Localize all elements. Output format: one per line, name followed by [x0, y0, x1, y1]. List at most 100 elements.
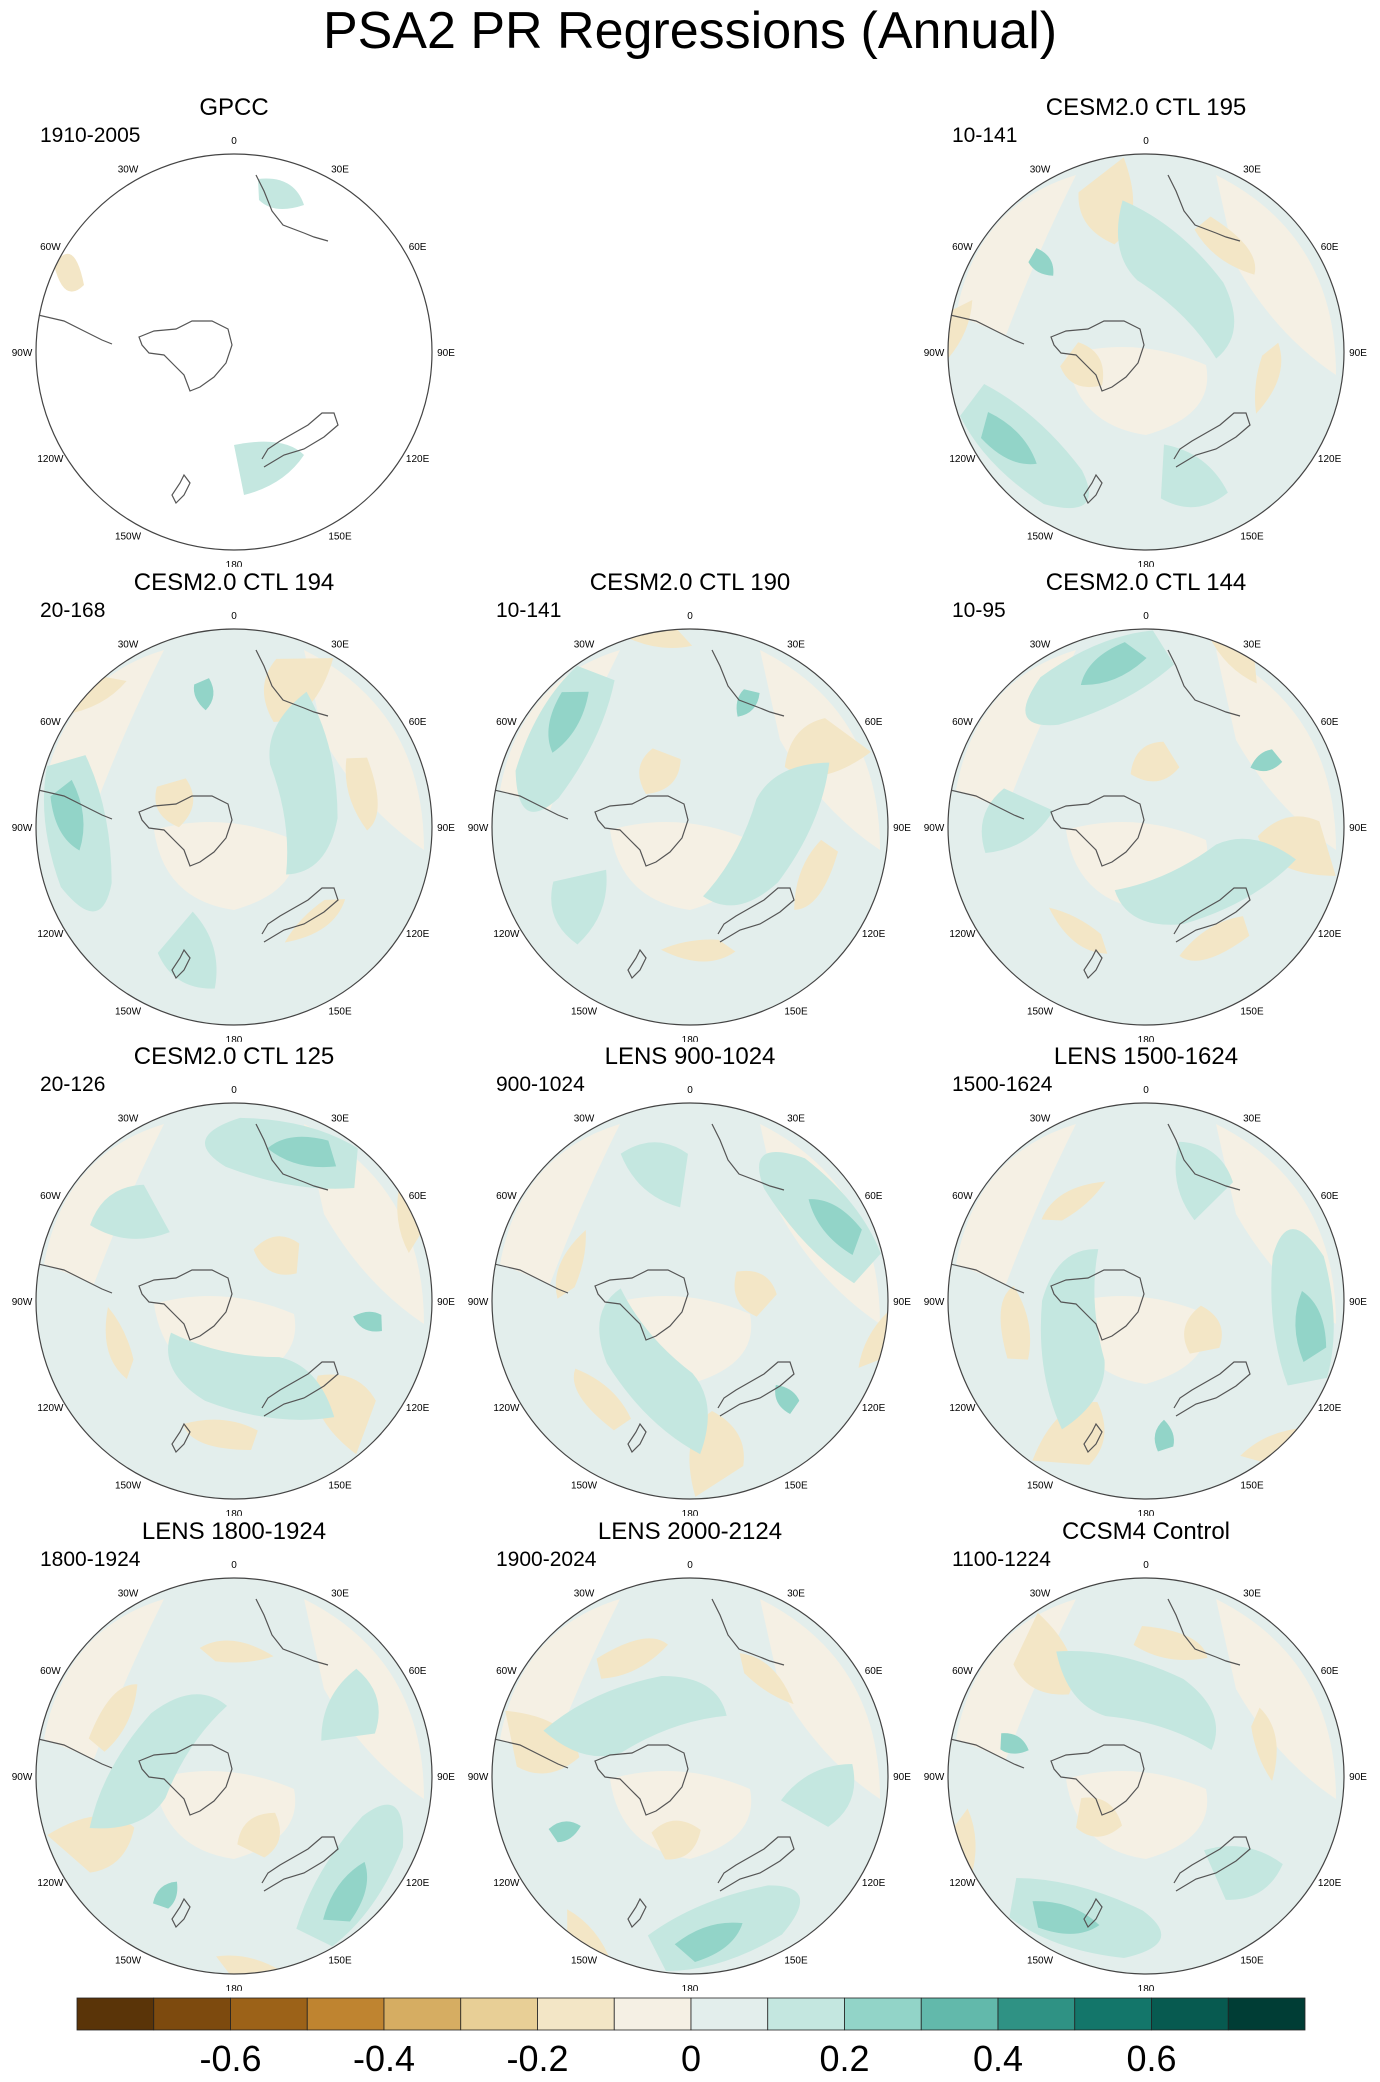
coastline: [255, 1123, 329, 1191]
anomaly-region: [948, 300, 973, 365]
longitude-label: 60E: [865, 717, 883, 728]
coastline: [255, 174, 329, 242]
coastline: [171, 473, 191, 505]
anomaly-region: [284, 899, 346, 943]
polar-map: 0 30E 60E 90E 120E 150E 180 150W 120W 90W 60W 30W: [924, 1560, 1368, 1991]
longitude-label: 30W: [1030, 164, 1051, 175]
longitude-label: 60W: [496, 1666, 517, 1677]
longitude-label: 120E: [406, 929, 430, 940]
map-panel: CESM2.0 CTL 144 10-95 0 30E 60E 90E 120E 150E…: [916, 568, 1376, 1042]
anomaly-region: [573, 1368, 632, 1431]
anomaly-region: [1080, 642, 1147, 685]
anomaly-region: [237, 1812, 280, 1858]
longitude-label: 60E: [409, 1191, 427, 1202]
anomaly-region: [661, 939, 736, 962]
coastline: [36, 1737, 113, 1769]
coastline: [138, 1744, 233, 1816]
neutral-region: [1216, 175, 1336, 375]
longitude-label: 30W: [1030, 1588, 1051, 1599]
map-boundary: [35, 153, 433, 551]
anomaly-region: [548, 691, 589, 753]
colorbar-tick-label: 0.2: [819, 2038, 869, 2079]
longitude-label: 90E: [1349, 1772, 1367, 1783]
longitude-label: 60W: [496, 1191, 517, 1202]
anomaly-region: [543, 1676, 727, 1757]
longitude-label: 0: [1143, 1085, 1149, 1096]
coastline: [1083, 1422, 1103, 1454]
panel-years: 10-141: [952, 124, 1018, 147]
longitude-label: 30E: [331, 1588, 349, 1599]
map-panel: CESM2.0 CTL 190 10-141 0 30E 60E 90E 120E 150…: [460, 568, 920, 1042]
coastline: [1050, 1269, 1145, 1341]
colorbar-tick-label: 0.6: [1126, 2038, 1176, 2079]
map-boundary: [491, 1102, 889, 1500]
anomaly-region: [1130, 741, 1180, 782]
longitude-label: 30E: [331, 639, 349, 650]
longitude-label: 90E: [1349, 823, 1367, 834]
longitude-label: 90E: [1349, 1297, 1367, 1308]
longitude-label: 180: [682, 1509, 699, 1516]
anomaly-region: [152, 1881, 178, 1909]
panel-title: CCSM4 Control: [1061, 1518, 1231, 1545]
longitude-label: 120W: [949, 1403, 976, 1414]
longitude-label: 90W: [924, 823, 945, 834]
panel-title: CESM2.0 CTL 194: [133, 569, 335, 596]
colorbar-swatch: [76, 1997, 155, 2031]
anomaly-region: [63, 676, 127, 715]
anomaly-region: [1206, 632, 1257, 684]
anomaly-region: [1041, 1181, 1106, 1221]
polar-map: 0 30E 60E 90E 120E 150E 180 150W 120W 90W 60W 30W: [468, 1085, 912, 1516]
coastline: [492, 1737, 569, 1769]
anomaly-region: [734, 1270, 777, 1317]
panel-title: LENS 1800-1924: [141, 1518, 327, 1545]
map-boundary: [947, 1577, 1345, 1975]
neutral-region: [956, 1124, 1076, 1284]
coastline: [711, 1598, 785, 1666]
anomaly-region: [551, 869, 607, 945]
longitude-label: 0: [1143, 611, 1149, 622]
longitude-label: 120W: [493, 929, 520, 940]
anomaly-region: [1032, 1901, 1100, 1934]
longitude-label: 120E: [406, 1878, 430, 1889]
longitude-label: 60W: [40, 1191, 61, 1202]
coastline: [627, 1897, 647, 1929]
anomaly-region: [258, 178, 304, 209]
map-panel: CCSM4 Control 1100-1224 0 30E 60E 90E 120E 15…: [916, 1517, 1376, 1991]
longitude-label: 90W: [12, 823, 33, 834]
coastline: [1083, 473, 1103, 505]
coastline: [261, 412, 339, 468]
longitude-label: 90E: [437, 348, 455, 359]
colorbar-swatch: [153, 1997, 231, 2031]
colorbar-swatch: [920, 1997, 999, 2031]
anomaly-region: [596, 1638, 668, 1679]
longitude-label: 120W: [949, 454, 976, 465]
polar-map: 0 30E 60E 90E 120E 150E 180 150W 120W 90W 60W 30W: [924, 136, 1368, 567]
anomaly-region: [1117, 200, 1235, 359]
longitude-label: 180: [226, 1984, 243, 1991]
anomaly-region: [505, 1710, 580, 1774]
longitude-label: 180: [1138, 1509, 1155, 1516]
longitude-label: 90W: [12, 348, 33, 359]
panel-title: CESM2.0 CTL 195: [1045, 94, 1247, 121]
longitude-label: 60E: [1321, 242, 1339, 253]
anomaly-region: [784, 718, 871, 776]
anomaly-region: [981, 412, 1037, 465]
longitude-label: 60E: [1321, 717, 1339, 728]
longitude-label: 120W: [37, 1878, 64, 1889]
anomaly-region: [199, 1640, 274, 1663]
longitude-label: 150W: [115, 532, 142, 543]
longitude-label: 120W: [37, 454, 64, 465]
map-panel: CESM2.0 CTL 195 10-141 0 30E 60E 90E 120E 150…: [916, 93, 1376, 567]
anomaly-region: [263, 658, 334, 723]
colorbar-swatch: [383, 1997, 462, 2031]
panel-title: CESM2.0 CTL 144: [1045, 569, 1247, 596]
anomaly-region: [1060, 342, 1104, 388]
colorbar: -0.6 -0.4 -0.2 0 0.2 0.4 0.6: [76, 1997, 1306, 2079]
anomaly-region: [90, 1184, 170, 1239]
coastline: [948, 313, 1025, 345]
neutral-region: [760, 1599, 880, 1799]
anomaly-region: [397, 1182, 421, 1254]
longitude-label: 30W: [574, 1113, 595, 1124]
longitude-label: 30E: [787, 639, 805, 650]
coastline: [1167, 174, 1241, 242]
